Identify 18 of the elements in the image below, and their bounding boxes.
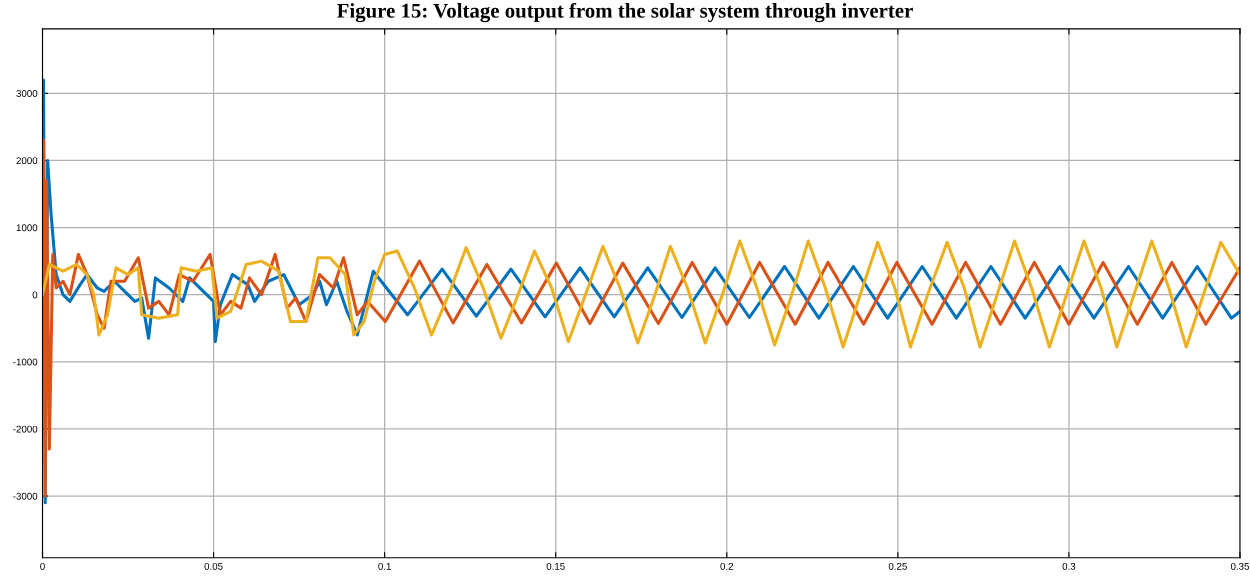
x-tick-label: 0.2	[720, 562, 734, 570]
y-tick-label: -3000	[13, 492, 38, 500]
line-series	[42, 138, 1240, 498]
line-series	[42, 239, 1240, 349]
y-tick-label: -1000	[13, 358, 38, 366]
x-tick-label: 0.1	[378, 562, 391, 570]
y-tick-label: 1000	[16, 224, 38, 232]
y-tick-label: 2000	[16, 157, 38, 165]
y-tick-label: -2000	[13, 425, 38, 433]
y-tick-label: 0	[32, 291, 38, 299]
x-tick-label: 0.3	[1062, 562, 1076, 570]
y-tick-label: 3000	[16, 90, 38, 97]
x-tick-label: 0.15	[546, 562, 565, 570]
x-tick-label: 0.25	[888, 562, 907, 570]
x-tick-label: 0	[40, 562, 45, 570]
x-tick-label: 0.35	[1230, 562, 1250, 570]
chart-title: Figure 15: Voltage output from the solar system through inverter	[337, 2, 913, 23]
x-tick-label: 0.05	[204, 562, 223, 570]
